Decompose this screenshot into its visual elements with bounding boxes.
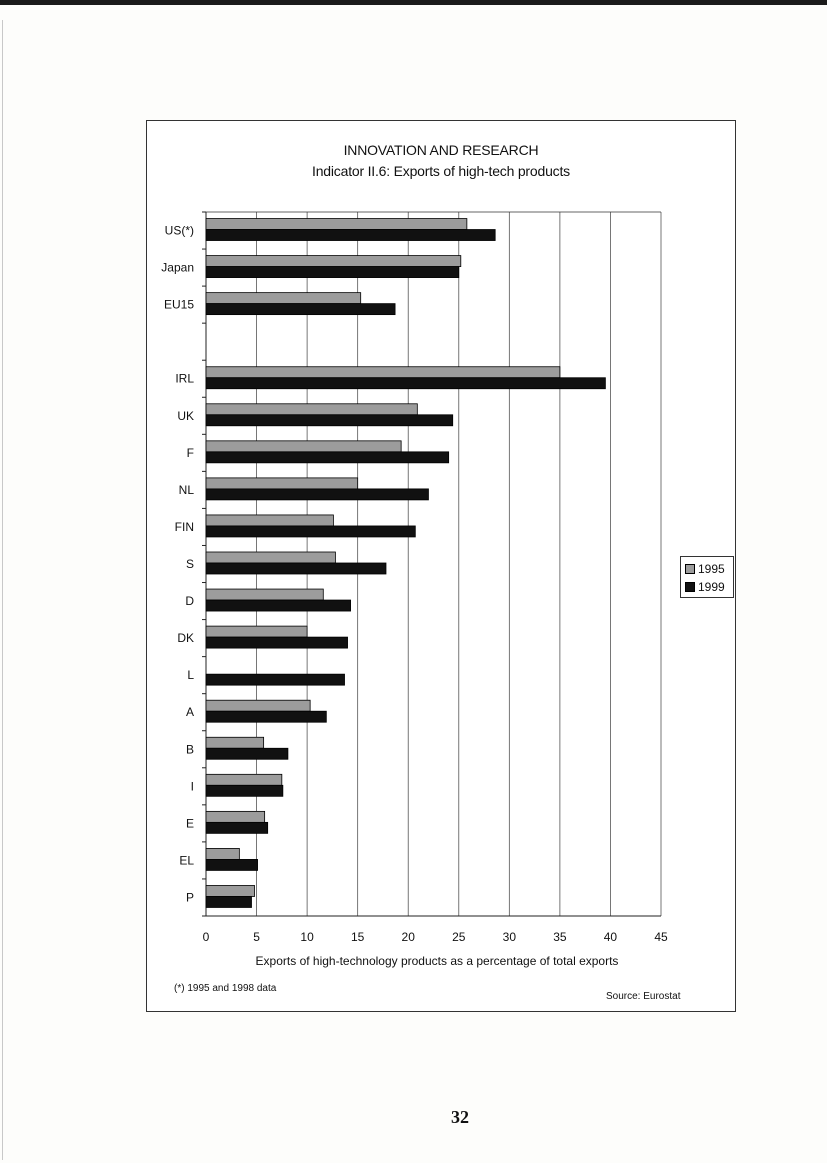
bar-1995 (205, 736, 265, 749)
chart-source: Source: Eurostat (606, 991, 681, 1002)
bar-1999 (205, 525, 416, 538)
bar-1995 (205, 292, 362, 305)
y-tick-label: NL (179, 483, 195, 497)
y-tick-label: EU15 (164, 298, 194, 312)
x-tick-label: 45 (654, 930, 668, 944)
y-tick-label: EL (179, 853, 194, 867)
x-tick-label: 35 (553, 930, 567, 944)
legend-label-1995: 1995 (698, 562, 725, 576)
bar-1999 (205, 636, 348, 649)
legend-label-1999: 1999 (698, 580, 725, 594)
bar-1999 (205, 599, 351, 612)
bar-1999 (205, 562, 387, 575)
bar-1999 (205, 710, 327, 723)
chart-footnote: (*) 1995 and 1998 data (174, 983, 277, 994)
y-tick-label: US(*) (165, 224, 194, 238)
x-tick-label: 20 (402, 930, 416, 944)
bar-1999 (205, 266, 460, 278)
bar-1995 (205, 885, 255, 897)
x-tick-label: 5 (253, 930, 260, 944)
bar-1999 (205, 673, 345, 686)
y-tick-label: I (191, 779, 194, 793)
x-tick-label: 25 (452, 930, 466, 944)
y-tick-label: Japan (161, 261, 194, 275)
bar-1995 (205, 551, 336, 564)
y-tick-label: L (187, 668, 194, 682)
bar-1995 (205, 440, 402, 453)
page-number: 32 (451, 1107, 469, 1127)
bar-1995 (205, 625, 308, 638)
bar-1995 (205, 773, 283, 786)
page-edge-line (2, 20, 3, 1160)
bar-1999 (205, 821, 269, 834)
x-tick-label: 15 (351, 930, 365, 944)
page-top-rule (0, 0, 827, 5)
y-tick-label: P (186, 890, 194, 904)
bar-1999 (205, 896, 252, 908)
legend-swatch-1995 (685, 564, 695, 574)
y-tick-label: E (186, 816, 194, 830)
bar-1995 (205, 848, 240, 860)
y-tick-label: S (186, 557, 194, 571)
y-tick-label: IRL (175, 372, 194, 386)
bar-1999 (205, 229, 496, 241)
bar-1995 (205, 699, 311, 712)
x-tick-label: 40 (604, 930, 618, 944)
legend-swatch-1999 (685, 582, 695, 592)
bar-1995 (205, 403, 418, 416)
y-tick-label: FIN (175, 520, 194, 534)
bar-1995 (205, 514, 334, 527)
legend-item-1995: 1995 (685, 561, 725, 577)
bar-1999 (205, 747, 289, 760)
y-tick-label: DK (177, 631, 194, 645)
x-axis-label: Exports of high-technology products as a… (256, 954, 619, 968)
bar-1995 (205, 255, 462, 267)
legend-item-1999: 1999 (685, 579, 725, 595)
y-tick-label: A (186, 705, 194, 719)
bar-1995 (205, 366, 561, 379)
x-tick-label: 0 (203, 930, 210, 944)
y-tick-label: F (187, 446, 194, 460)
bar-1999 (205, 303, 396, 316)
bar-1995 (205, 218, 468, 230)
x-tick-label: 30 (503, 930, 517, 944)
bar-1999 (205, 784, 284, 797)
y-tick-label: B (186, 742, 194, 756)
chart-legend: 1995 1999 (680, 556, 734, 598)
bar-1999 (205, 451, 450, 464)
chart-title: INNOVATION AND RESEARCH (343, 142, 539, 158)
bar-1999 (205, 859, 258, 871)
bar-1999 (205, 414, 454, 427)
bar-1995 (205, 588, 324, 601)
bar-1995 (205, 477, 359, 490)
bar-1995 (205, 810, 266, 823)
y-tick-label: UK (177, 409, 194, 423)
x-tick-label: 10 (300, 930, 314, 944)
chart-subtitle: Indicator II.6: Exports of high-tech pro… (312, 163, 570, 179)
bar-1999 (205, 377, 606, 390)
y-tick-label: D (185, 594, 194, 608)
bar-1999 (205, 488, 429, 501)
